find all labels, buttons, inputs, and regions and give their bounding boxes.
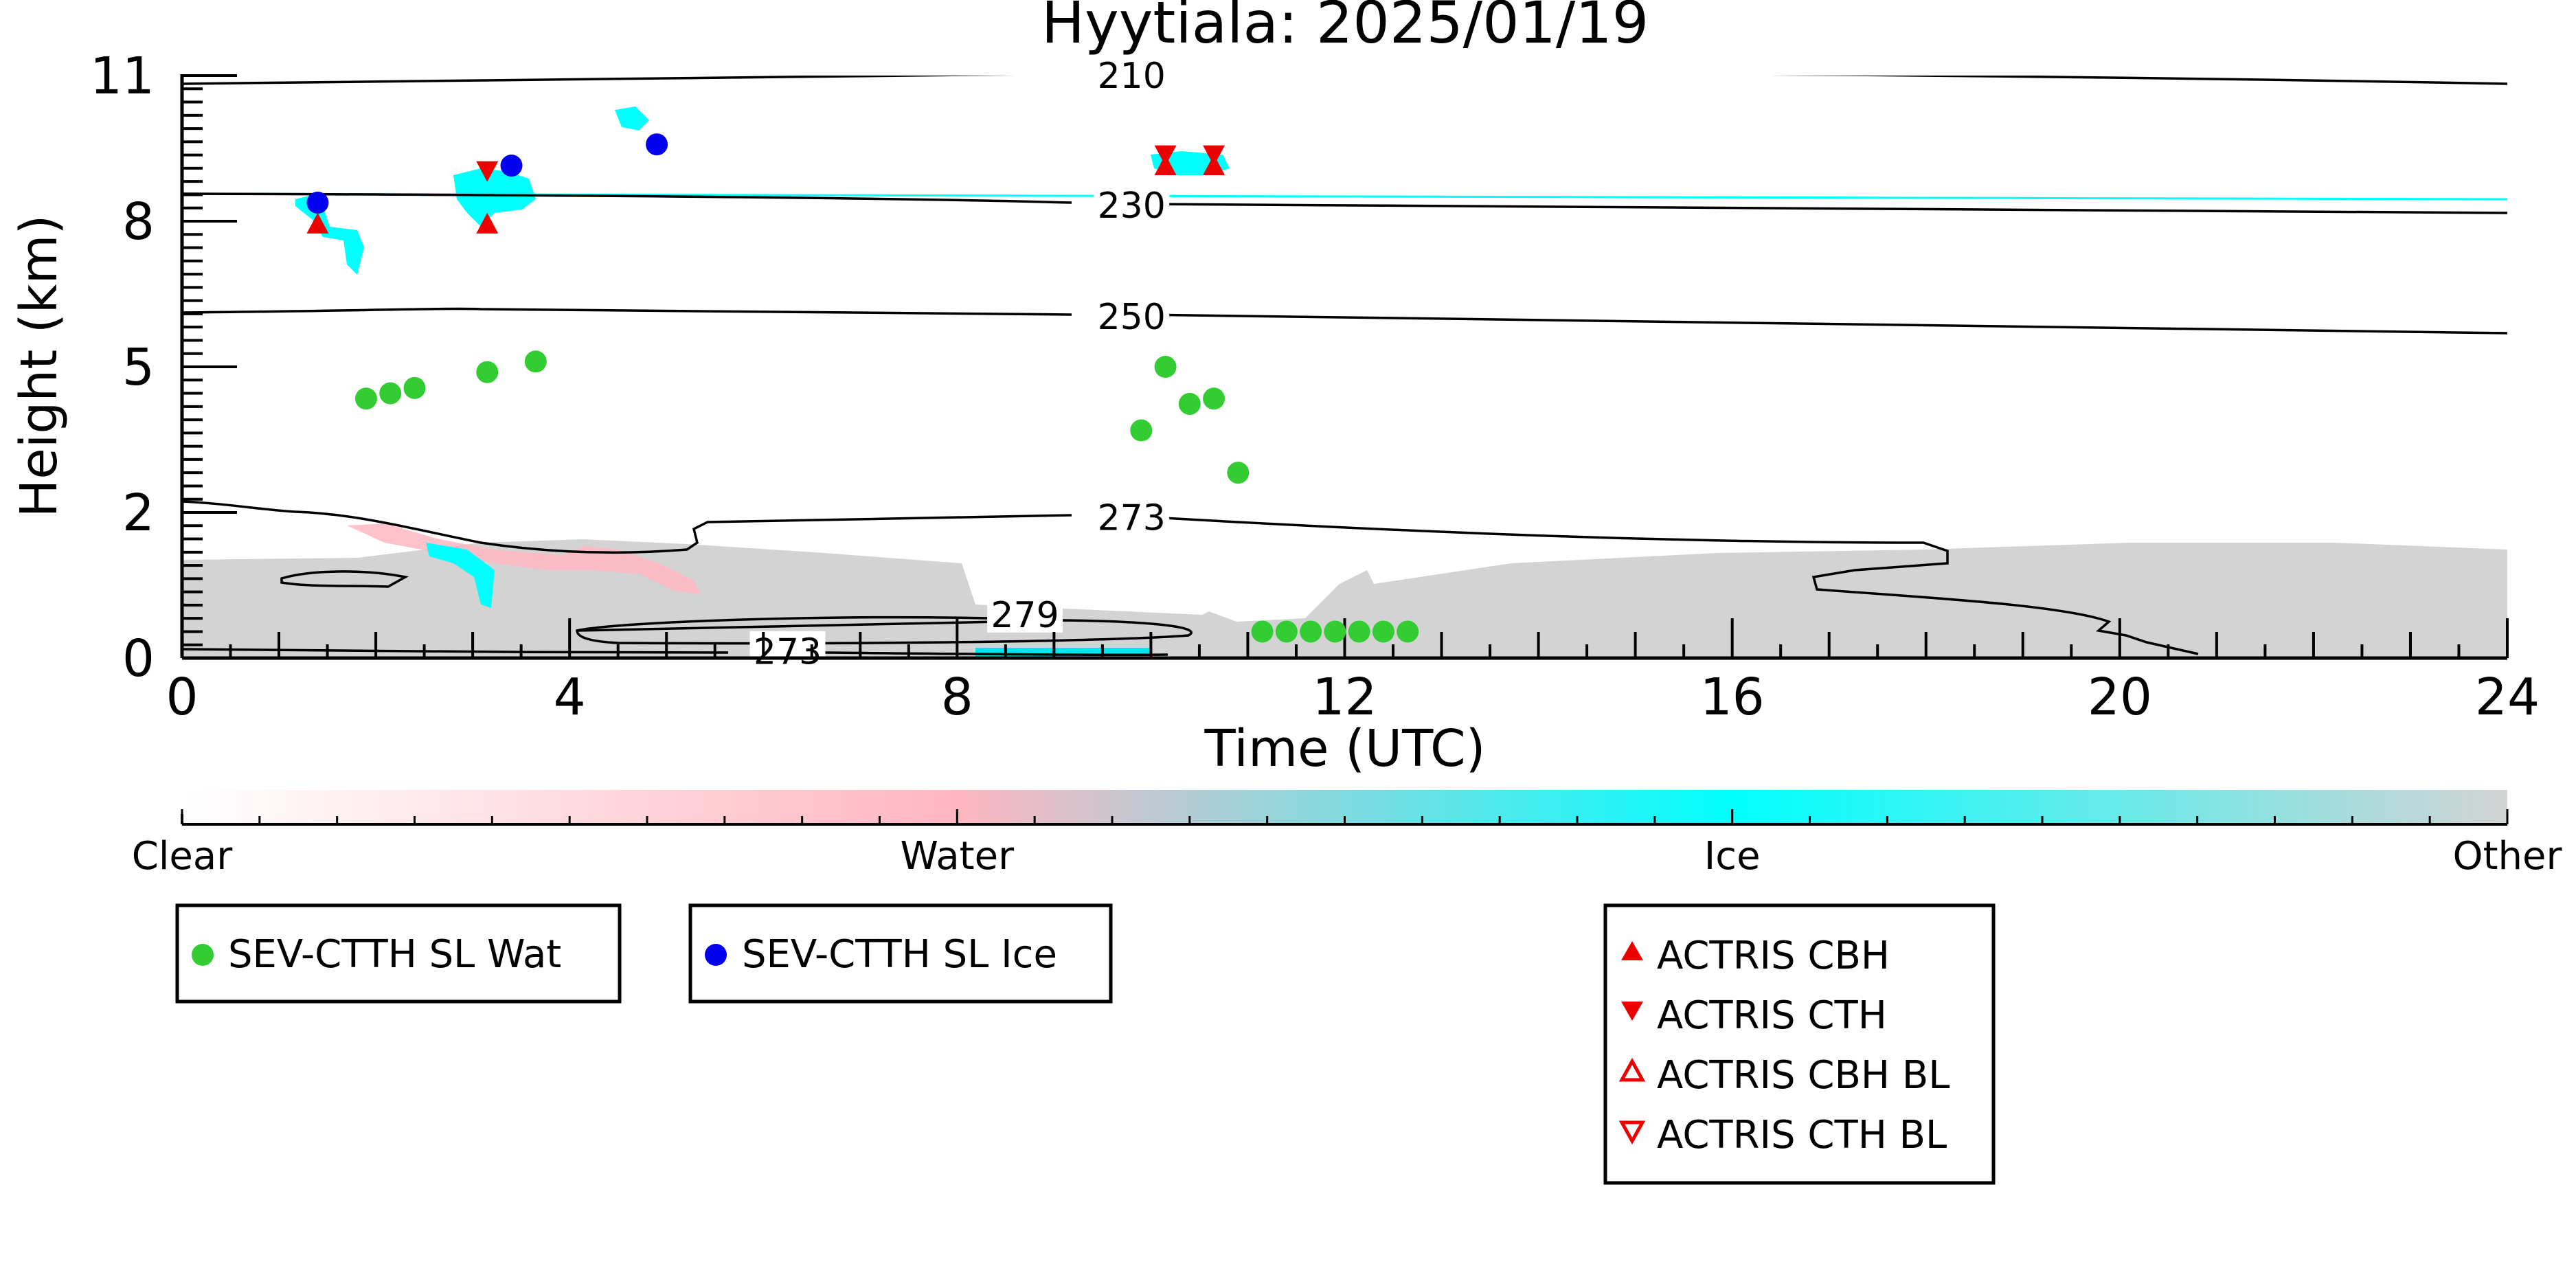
x-tick-label: 20 bbox=[2088, 668, 2152, 727]
marker-sev-ctth-sl-wat bbox=[1275, 620, 1298, 643]
colorbar-label: Ice bbox=[1704, 834, 1761, 879]
colorbar-label: Other bbox=[2452, 834, 2562, 879]
contour-label: 279 bbox=[991, 595, 1059, 636]
x-tick-label: 12 bbox=[1312, 668, 1377, 727]
x-axis-ticks: 0 4 8 12 16 20 24 bbox=[166, 618, 2540, 727]
contour-279-loop bbox=[576, 615, 1193, 645]
ice-class-region-upper-3 bbox=[615, 106, 649, 131]
legend-label-cth-bl: ACTRIS CTH BL bbox=[1657, 1113, 1947, 1157]
water-class-region bbox=[347, 523, 701, 594]
x-axis-label: Time (UTC) bbox=[1204, 719, 1485, 778]
marker-sev-ctth-sl-wat bbox=[1178, 392, 1201, 415]
contour-label: 273 bbox=[1098, 498, 1166, 539]
y-tick-label: 8 bbox=[122, 192, 155, 251]
contour-label-bg bbox=[1094, 55, 1170, 93]
x-tick-label: 24 bbox=[2475, 668, 2540, 727]
other-class-region bbox=[182, 539, 2507, 658]
marker-sev-ctth-sl-wat bbox=[403, 376, 426, 399]
x-tick-label: 16 bbox=[1700, 668, 1765, 727]
legend-label-cbh: ACTRIS CBH bbox=[1657, 934, 1890, 978]
legend-marker-cbh-bl bbox=[1618, 1057, 1646, 1082]
legend-label-wat: SEV-CTTH SL Wat bbox=[228, 932, 561, 977]
marker-sev-ctth-sl-ice bbox=[500, 155, 523, 177]
marker-sev-ctth-sl-wat bbox=[1300, 620, 1322, 643]
contour-label-group: 210 230 250 273 279 273 bbox=[749, 55, 1170, 673]
colorbar-label: Clear bbox=[132, 834, 233, 879]
marker-actris-cth bbox=[1203, 145, 1225, 166]
legend-label-cth: ACTRIS CTH bbox=[1657, 993, 1887, 1038]
legend-actris: ACTRIS CBH ACTRIS CTH ACTRIS CBH BL ACTR… bbox=[1603, 903, 1996, 1185]
contour-273-bottom bbox=[182, 648, 1168, 657]
x-tick-label: 0 bbox=[166, 668, 198, 727]
chart-title: Hyytiala: 2025/01/19 bbox=[1041, 0, 1649, 56]
contour-label-bg bbox=[987, 594, 1063, 633]
marker-sev-ctth-sl-wat bbox=[354, 387, 377, 410]
legend-marker-wat bbox=[192, 944, 214, 966]
legend-marker-cbh bbox=[1621, 941, 1643, 960]
ice-class-region-upper-1 bbox=[295, 196, 364, 275]
contour-label-bg bbox=[1094, 497, 1170, 536]
marker-sev-ctth-sl-wat bbox=[1397, 620, 1419, 643]
contour-label: 250 bbox=[1098, 297, 1166, 338]
legend-sev-water: SEV-CTTH SL Wat bbox=[175, 903, 622, 1004]
marker-sev-ctth-sl-wat bbox=[1154, 356, 1177, 378]
contour-label-bg bbox=[1094, 295, 1170, 335]
x-tick-label: 4 bbox=[554, 668, 586, 727]
marker-sev-ctth-sl-wat bbox=[1348, 620, 1370, 643]
colorbar-ticks bbox=[181, 809, 2509, 824]
contour-273-loop bbox=[280, 570, 409, 588]
marker-sev-ctth-sl-wat bbox=[1372, 620, 1394, 643]
contour-label-bg bbox=[1094, 184, 1170, 223]
colorbar-labels: Clear Water Ice Other bbox=[132, 834, 2563, 879]
marker-layer bbox=[306, 133, 1419, 643]
marker-sev-ctth-sl-wat bbox=[476, 361, 499, 383]
contour-label: 273 bbox=[754, 632, 822, 673]
legend-sev-ice: SEV-CTTH SL Ice bbox=[688, 903, 1113, 1004]
ice-class-region-low-1 bbox=[426, 543, 495, 608]
marker-sev-ctth-sl-wat bbox=[1203, 387, 1225, 410]
marker-actris-cbh bbox=[306, 212, 329, 234]
contour-273-main bbox=[182, 500, 2199, 655]
classification-field bbox=[182, 106, 2507, 658]
colorbar-label: Water bbox=[901, 834, 1015, 879]
marker-sev-ctth-sl-wat bbox=[1130, 419, 1153, 442]
contour-210 bbox=[182, 76, 2507, 85]
colorbar: Clear Water Ice Other bbox=[132, 790, 2563, 879]
y-tick-label: 11 bbox=[90, 47, 155, 106]
marker-actris-cth bbox=[476, 161, 499, 182]
contour-label: 210 bbox=[1098, 56, 1166, 97]
y-tick-label: 2 bbox=[122, 484, 155, 543]
legend-label-cbh-bl: ACTRIS CBH BL bbox=[1657, 1053, 1950, 1098]
legend-marker-ice bbox=[705, 944, 727, 966]
y-tick-label: 5 bbox=[122, 338, 155, 397]
legend-box bbox=[688, 903, 1113, 1004]
y-tick-label: 0 bbox=[122, 629, 155, 688]
legend-box bbox=[175, 903, 622, 1004]
legend-label-ice: SEV-CTTH SL Ice bbox=[742, 932, 1057, 977]
x-tick-label: 8 bbox=[941, 668, 973, 727]
legend-box bbox=[1603, 903, 1996, 1185]
marker-actris-cth bbox=[1154, 145, 1177, 166]
marker-sev-ctth-sl-wat bbox=[1324, 620, 1346, 643]
marker-sev-ctth-sl-ice bbox=[646, 133, 668, 156]
legend-marker-cth bbox=[1621, 1002, 1643, 1021]
ice-class-region-upper-2 bbox=[453, 168, 536, 227]
y-axis-label: Height (km) bbox=[10, 215, 69, 518]
contour-label: 230 bbox=[1098, 185, 1166, 227]
marker-sev-ctth-sl-ice bbox=[306, 192, 329, 214]
marker-sev-ctth-sl-wat bbox=[1251, 620, 1274, 643]
marker-sev-ctth-sl-wat bbox=[524, 350, 547, 373]
contour-250 bbox=[182, 307, 2507, 335]
legend-marker-cth-bl bbox=[1618, 1120, 1646, 1145]
y-axis-ticks: 0 2 5 8 11 bbox=[90, 47, 237, 688]
marker-sev-ctth-sl-wat bbox=[1227, 462, 1250, 484]
marker-sev-ctth-sl-wat bbox=[379, 382, 402, 405]
marker-actris-cbh bbox=[476, 212, 499, 234]
